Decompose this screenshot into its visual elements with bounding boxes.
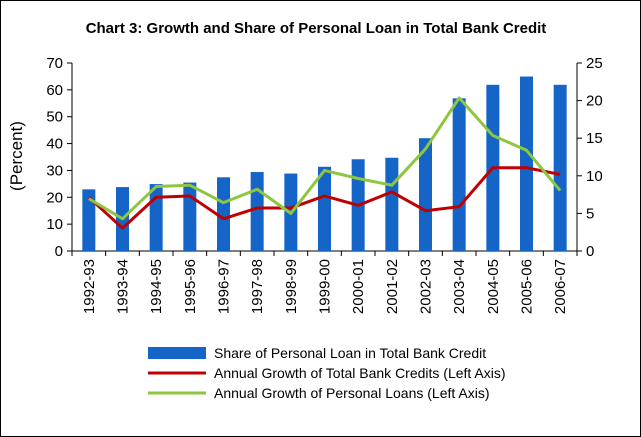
legend-label: Annual Growth of Personal Loans (Left Ax… xyxy=(214,385,489,401)
x-tick-label: 1998-99 xyxy=(283,259,300,314)
x-tick-label: 2000-01 xyxy=(350,259,367,314)
bar xyxy=(419,138,432,251)
chart-title: Chart 3: Growth and Share of Personal Lo… xyxy=(86,20,547,37)
right-tick-label: 10 xyxy=(586,168,603,185)
x-tick-label: 2002-03 xyxy=(418,259,435,314)
y-axis-label: (Percent) xyxy=(7,121,26,191)
bar xyxy=(452,98,466,252)
x-tick-label: 1992-93 xyxy=(81,259,98,314)
legend-swatch xyxy=(148,347,206,359)
bar xyxy=(217,177,230,251)
series-line xyxy=(87,166,561,230)
left-tick-label: 10 xyxy=(46,216,63,233)
x-tick-label: 1997-98 xyxy=(249,259,266,314)
x-tick-label: 1995-96 xyxy=(182,259,199,314)
bar xyxy=(385,157,399,251)
left-tick-label: 0 xyxy=(55,243,63,260)
legend-label: Share of Personal Loan in Total Bank Cre… xyxy=(214,345,486,361)
bar xyxy=(250,172,264,251)
bar xyxy=(149,184,163,251)
x-tick-label: 1993-94 xyxy=(115,259,132,314)
x-tick-label: 2005-06 xyxy=(519,259,536,314)
x-tick-label: 1996-97 xyxy=(216,259,233,314)
x-tick-label: 1999-00 xyxy=(317,259,334,314)
left-tick-label: 50 xyxy=(46,109,63,126)
left-tick-label: 70 xyxy=(46,55,63,72)
bar xyxy=(318,166,331,251)
bar xyxy=(183,182,197,251)
series-line xyxy=(88,96,562,221)
plot-area: 0 10 20 30 40 50 60 70 0 5 10 15 20 25 1992-93 1993-94 1… xyxy=(46,55,602,314)
x-tick-label: 2001-02 xyxy=(384,259,401,314)
legend: Share of Personal Loan in Total Bank Cre… xyxy=(148,345,506,401)
right-tick-label: 0 xyxy=(586,243,594,260)
left-tick-label: 40 xyxy=(46,136,63,153)
x-tick-label: 1994-95 xyxy=(148,259,165,314)
x-tick-label: 2006-07 xyxy=(552,259,569,314)
x-tick-label: 2004-05 xyxy=(485,259,502,314)
bar xyxy=(82,189,96,251)
right-tick-label: 25 xyxy=(586,55,603,72)
left-tick-label: 60 xyxy=(46,82,63,99)
left-tick-label: 20 xyxy=(46,189,63,206)
right-tick-label: 20 xyxy=(586,93,603,110)
left-tick-label: 30 xyxy=(46,162,63,179)
right-tick-label: 15 xyxy=(586,130,603,147)
bar xyxy=(520,76,533,251)
bar xyxy=(553,84,567,251)
right-tick-label: 5 xyxy=(586,205,594,222)
x-tick-label: 2003-04 xyxy=(451,259,468,314)
legend-label: Annual Growth of Total Bank Credits (Lef… xyxy=(214,365,506,381)
